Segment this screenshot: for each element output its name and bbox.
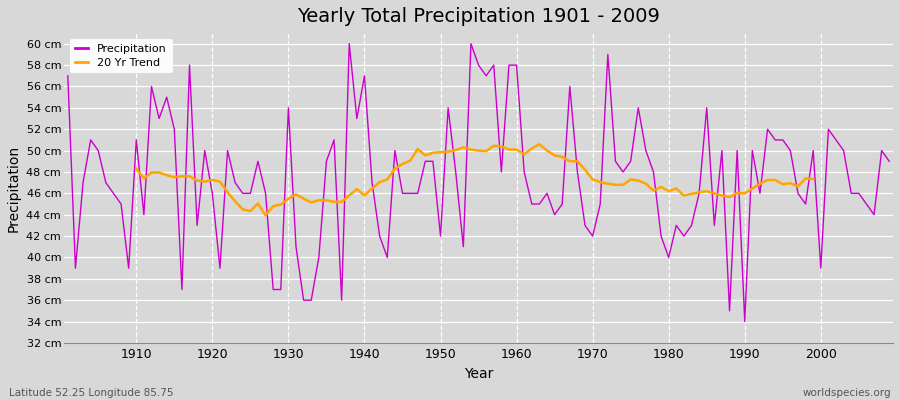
Precipitation (518, 170, 529, 174)
20 Yr Trend (534, 142, 544, 146)
Precipitation (62, 73, 73, 78)
Precipitation (291, 244, 302, 249)
20 Yr Trend (222, 190, 233, 195)
Text: worldspecies.org: worldspecies.org (803, 388, 891, 398)
Line: Precipitation: Precipitation (68, 44, 889, 322)
Legend: Precipitation, 20 Yr Trend: Precipitation, 20 Yr Trend (69, 39, 173, 73)
20 Yr Trend (709, 191, 720, 196)
Precipitation (884, 159, 895, 164)
Precipitation (344, 41, 355, 46)
20 Yr Trend (344, 193, 355, 198)
X-axis label: Year: Year (464, 367, 493, 381)
20 Yr Trend (130, 166, 141, 171)
Precipitation (337, 298, 347, 303)
Title: Yearly Total Precipitation 1901 - 2009: Yearly Total Precipitation 1901 - 2009 (297, 7, 660, 26)
20 Yr Trend (808, 176, 819, 181)
Precipitation (123, 266, 134, 270)
20 Yr Trend (260, 213, 271, 218)
20 Yr Trend (724, 195, 735, 200)
Y-axis label: Precipitation: Precipitation (7, 144, 21, 232)
20 Yr Trend (617, 182, 628, 187)
20 Yr Trend (793, 184, 804, 189)
Line: 20 Yr Trend: 20 Yr Trend (136, 144, 814, 215)
Precipitation (739, 319, 750, 324)
Precipitation (610, 159, 621, 164)
Text: Latitude 52.25 Longitude 85.75: Latitude 52.25 Longitude 85.75 (9, 388, 174, 398)
Precipitation (511, 63, 522, 68)
